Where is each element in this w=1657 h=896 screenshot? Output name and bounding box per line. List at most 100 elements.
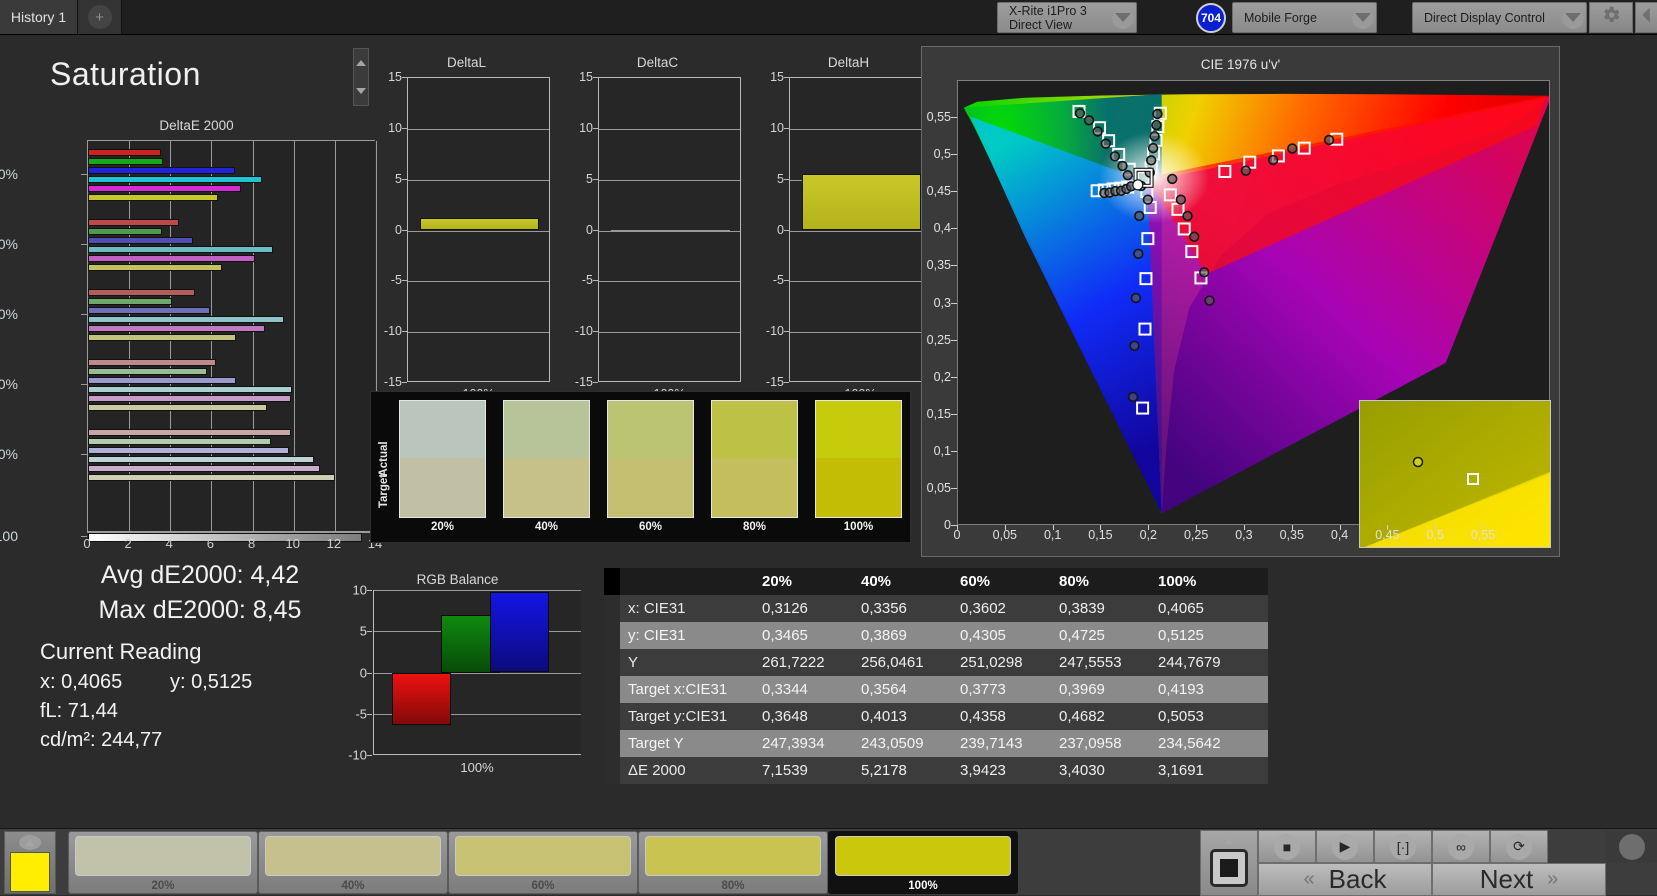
x-axis-tick-mark [1196, 525, 1198, 530]
scroll-up-button[interactable] [354, 49, 368, 77]
column-header: 20% [762, 573, 793, 590]
chart-scroll-control[interactable] [353, 48, 369, 106]
swatch-color [835, 836, 1011, 876]
y-axis-tick-mark [784, 280, 789, 282]
device-selector-pattern-source[interactable]: Mobile Forge [1232, 2, 1377, 33]
chevron-down-icon[interactable] [1110, 3, 1136, 32]
y-axis-tick: 0,45 [926, 184, 951, 199]
play-button[interactable]: ▶ [1316, 830, 1374, 863]
y-axis-tick: 5 [586, 171, 593, 186]
pattern-swatch-100%[interactable]: 100% [828, 831, 1018, 894]
current-cdm2: cd/m²: 244,77 [40, 729, 163, 751]
y-axis-tick: 0,3 [933, 295, 951, 310]
measured-point [1240, 165, 1252, 176]
y-axis-tick [81, 244, 87, 245]
table-cell: 0,3648 [762, 708, 808, 725]
y-axis-tick-mark [951, 450, 957, 452]
y-axis-tick: 5 [359, 623, 367, 639]
measurements-table: 20% 40% 60% 80% 100% x: CIE31 0,3126 0,3356 0,36… [604, 568, 1268, 784]
avg-de2000: Avg dE2000: 4,42 [100, 561, 300, 589]
pattern-swatch-40%[interactable]: 40% [258, 831, 448, 894]
device-selector-xrite[interactable]: X-Rite i1Pro 3 Direct View [997, 2, 1137, 33]
actual-target-swatch [815, 400, 902, 518]
x-axis-tick: 0,5 [1426, 528, 1444, 542]
knob-icon [1618, 833, 1645, 860]
measured-point [1142, 194, 1154, 205]
red-region [1147, 95, 1547, 274]
triangle-up-icon [1216, 834, 1242, 848]
table-row [88, 533, 362, 542]
chevron-down-icon[interactable] [1560, 3, 1586, 32]
pattern-scroll-button[interactable] [4, 831, 56, 894]
cie-plot-area[interactable] [957, 80, 1550, 525]
measured-point [1129, 340, 1140, 351]
pattern-swatch-60%[interactable]: 60% [448, 831, 638, 894]
x-axis-tick-mark [1100, 525, 1102, 530]
blue-region [970, 116, 1162, 514]
row-label: Y [628, 654, 639, 671]
table-cell: 237,0958 [1059, 735, 1122, 752]
swatch-percent-label: 60% [638, 521, 663, 533]
y-axis-tick: -5 [772, 273, 784, 288]
row-label: y: CIE31 [628, 627, 686, 644]
device-selector-display-control[interactable]: Direct Display Control [1412, 2, 1587, 33]
pattern-swatch-80%[interactable]: 80% [638, 831, 828, 894]
table-row [88, 316, 285, 323]
y-axis-tick-mark [951, 117, 957, 119]
stop-icon: ■ [1274, 833, 1300, 860]
column-header: 40% [861, 573, 892, 590]
gridline [408, 128, 549, 130]
column-header: 100% [1158, 573, 1197, 590]
y-axis-tick-mark [784, 382, 789, 383]
y-axis-tick: 15 [770, 70, 784, 84]
y-axis-tick: -5 [355, 706, 367, 722]
table-row [88, 158, 164, 165]
table-row: y: CIE31 0,3465 0,3869 0,4305 0,4725 0,5125 [604, 622, 1268, 649]
target-point [1177, 222, 1191, 236]
add-tab-button[interactable]: + [78, 0, 122, 34]
y-axis-tick: -5 [581, 273, 593, 288]
y-axis-tick-mark [367, 631, 372, 633]
table-cell: 243,0509 [861, 735, 924, 752]
gridline [599, 332, 740, 334]
table-cell: 5,2178 [861, 762, 907, 779]
table-cell: 0,3356 [861, 600, 907, 617]
top-toolbar: History 1 + X-Rite i1Pro 3 Direct View 7… [0, 0, 1657, 35]
current-target-marker-outline [1134, 168, 1153, 187]
tab-history-1[interactable]: History 1 [0, 0, 78, 34]
y-axis-tick [81, 174, 87, 175]
row-color-cell [604, 649, 620, 676]
y-axis-tick [81, 535, 87, 537]
y-axis-tick: -15 [765, 375, 784, 389]
measured-point [1122, 169, 1133, 181]
table-row [88, 219, 179, 226]
pattern-swatch-20%[interactable]: 20% [68, 831, 258, 894]
cie-chromaticity-diagram [963, 93, 1549, 514]
y-axis-tick [81, 314, 87, 315]
table-cell: 0,5053 [1158, 708, 1204, 725]
table-cell: 0,4682 [1059, 708, 1105, 725]
gridline [790, 230, 931, 232]
table-cell: 0,4358 [960, 708, 1006, 725]
refresh-button[interactable]: ⟳ [1490, 830, 1548, 863]
measure-button[interactable]: [·] [1374, 830, 1432, 863]
measured-point [1323, 134, 1335, 146]
scroll-down-button[interactable] [354, 77, 368, 105]
x-axis-tick: 2 [124, 536, 132, 551]
next-button[interactable]: Next » [1432, 863, 1606, 896]
knob-control[interactable] [1606, 830, 1657, 863]
expand-panel-button[interactable] [1200, 830, 1258, 896]
continuous-button[interactable]: ∞ [1432, 830, 1490, 863]
measured-point [1100, 138, 1111, 149]
chevron-down-icon[interactable] [1350, 3, 1376, 32]
toolbar-overflow-button[interactable] [1635, 2, 1657, 33]
y-axis-label: 20% [0, 446, 18, 462]
back-button[interactable]: « Back [1258, 863, 1432, 896]
x-axis-tick-mark [1387, 525, 1389, 530]
table-cell: 0,4013 [861, 708, 907, 725]
settings-button[interactable] [1589, 2, 1633, 33]
gridline [252, 141, 254, 531]
y-axis-tick: 10 [770, 120, 784, 135]
x-axis-tick-mark [1004, 525, 1006, 530]
stop-button[interactable]: ■ [1258, 830, 1316, 863]
